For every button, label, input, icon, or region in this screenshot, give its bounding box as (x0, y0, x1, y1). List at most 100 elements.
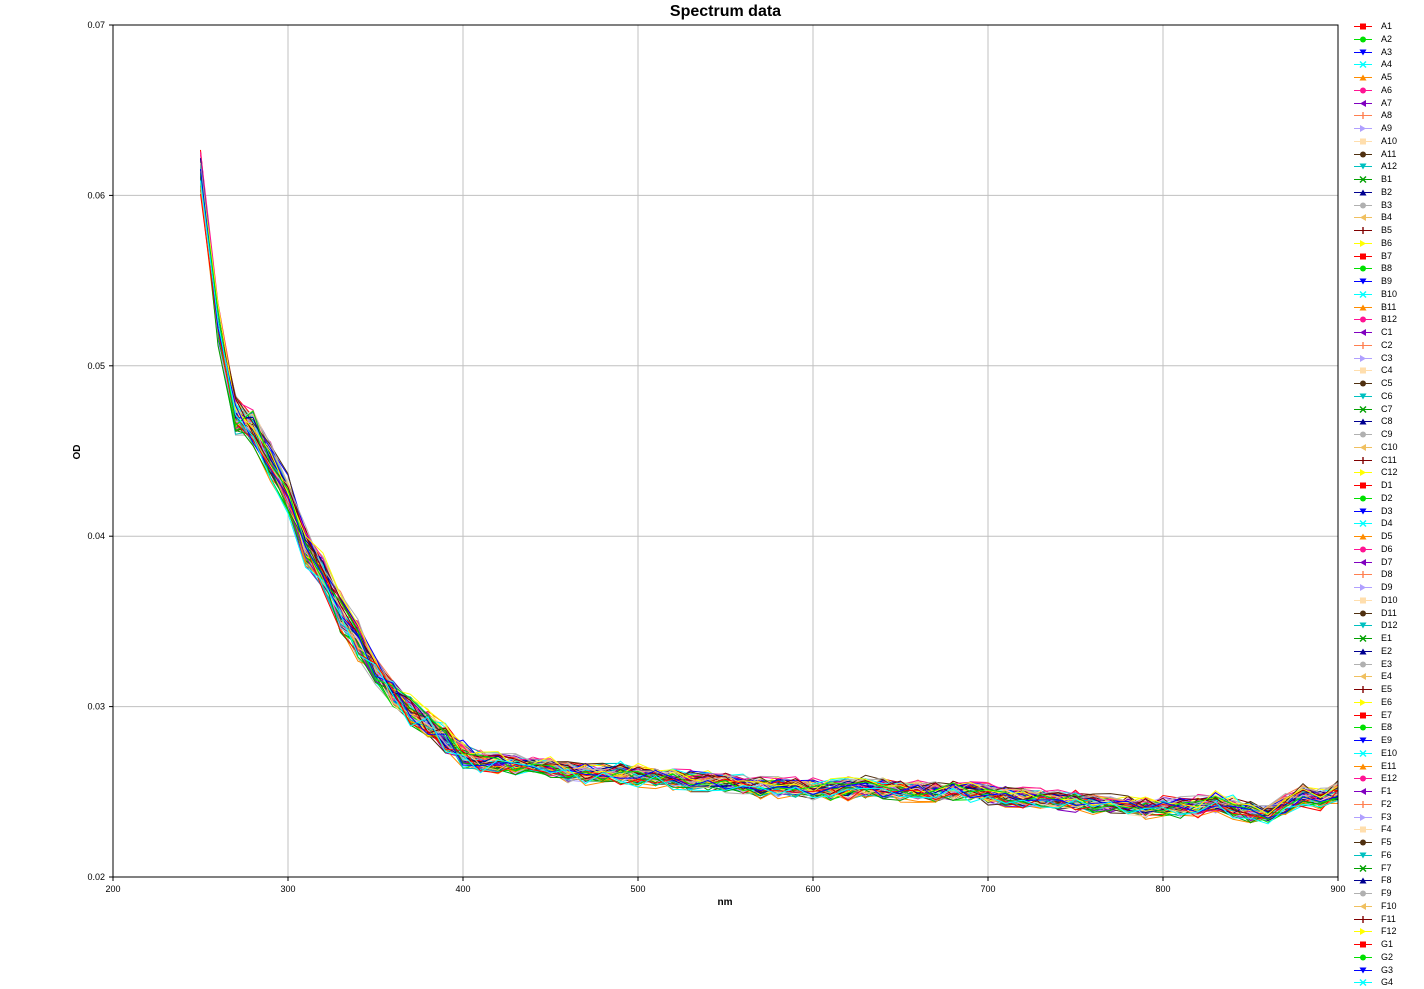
series-line-E2 (200, 176, 1339, 816)
legend-label: A6 (1381, 84, 1393, 95)
legend-label: A2 (1381, 33, 1393, 44)
legend-label: C7 (1381, 403, 1393, 414)
legend-item: E3 (1348, 658, 1424, 671)
series-line-A6 (200, 175, 1339, 818)
series-line-D6 (200, 176, 1339, 818)
series-line-F10 (200, 182, 1339, 820)
legend-marker (1354, 74, 1372, 81)
legend-label: F1 (1381, 786, 1392, 796)
series-line-B6 (200, 160, 1339, 820)
series-line-E1 (200, 162, 1339, 815)
legend-item: A6 (1348, 84, 1424, 97)
legend-label: D1 (1381, 480, 1393, 490)
legend-label: B6 (1381, 237, 1393, 248)
y-tick-label: 0.03 (87, 702, 105, 712)
legend-marker (1354, 597, 1372, 604)
legend-marker (1354, 354, 1372, 362)
legend-label: D4 (1381, 518, 1393, 529)
x-tick-label: 900 (1330, 884, 1345, 894)
legend-item: F11 (1348, 913, 1424, 926)
series-line-E7 (200, 165, 1339, 816)
y-axis-title: OD (72, 445, 83, 460)
series-line-A9 (200, 169, 1339, 823)
legend-label: A3 (1381, 46, 1393, 57)
y-tick-label: 0.04 (87, 531, 105, 541)
legend-label: E12 (1381, 773, 1398, 784)
legend-marker (1354, 622, 1372, 629)
legend-item: B6 (1348, 237, 1424, 250)
legend-marker (1354, 813, 1372, 821)
series-line-C12 (200, 169, 1339, 816)
series-line-B3 (200, 171, 1339, 822)
legend-marker (1354, 902, 1372, 910)
legend-label: F3 (1381, 811, 1392, 822)
x-tick-label: 600 (805, 884, 820, 894)
series-line-D1 (200, 176, 1339, 817)
legend-item: C9 (1348, 428, 1424, 441)
x-tick-label: 500 (630, 884, 645, 894)
legend-label: C6 (1381, 390, 1393, 401)
legend-item: B9 (1348, 275, 1424, 288)
legend-item: B4 (1348, 211, 1424, 224)
legend-item: C3 (1348, 352, 1424, 365)
legend-item: B10 (1348, 288, 1424, 301)
legend-label: D11 (1381, 607, 1397, 618)
legend-label: E2 (1381, 645, 1393, 656)
legend-item: A11 (1348, 148, 1424, 161)
legend-marker (1354, 941, 1372, 948)
series-line-F8 (200, 158, 1339, 814)
legend-label: F10 (1381, 900, 1397, 911)
legend-marker (1354, 61, 1372, 69)
legend-marker (1354, 546, 1372, 553)
legend-label: E11 (1381, 760, 1397, 771)
legend-marker (1354, 214, 1372, 222)
legend-item: E9 (1348, 734, 1424, 747)
legend-item: A5 (1348, 71, 1424, 84)
series-line-C3 (200, 166, 1339, 820)
series-line-D2 (200, 176, 1339, 823)
series-line-E8 (200, 165, 1339, 823)
legend-label: E10 (1381, 747, 1398, 758)
legend-item: E2 (1348, 645, 1424, 658)
legend-label: D10 (1381, 594, 1398, 605)
legend-label: A5 (1381, 72, 1393, 82)
legend-marker (1354, 520, 1372, 528)
legend-item: C6 (1348, 390, 1424, 403)
series-line-C10 (200, 158, 1339, 815)
series-line-A1 (200, 171, 1339, 817)
legend-item: E10 (1348, 747, 1424, 760)
legend-marker (1354, 227, 1372, 234)
legend-label: C9 (1381, 429, 1393, 439)
y-tick-label: 0.07 (87, 20, 105, 30)
chart-title: Spectrum data (669, 3, 782, 20)
legend-item: B2 (1348, 186, 1424, 199)
legend-marker (1354, 87, 1372, 94)
legend-item: G3 (1348, 964, 1424, 977)
legend-marker (1354, 508, 1372, 514)
legend-marker (1354, 482, 1372, 489)
x-tick-label: 800 (1155, 884, 1170, 894)
x-tick-label: 200 (105, 884, 120, 894)
legend-marker (1354, 23, 1372, 30)
legend-label: F5 (1381, 837, 1392, 847)
legend-marker (1354, 698, 1372, 706)
legend-label: A9 (1381, 123, 1393, 133)
legend-marker (1354, 763, 1372, 769)
legend-item: D1 (1348, 479, 1424, 492)
legend-marker (1354, 290, 1372, 298)
legend-marker (1354, 163, 1372, 170)
series-line-E6 (200, 163, 1339, 816)
series-line-C6 (200, 169, 1339, 815)
legend-label: C4 (1381, 365, 1393, 376)
legend-item: D3 (1348, 505, 1424, 518)
series-line-B12 (200, 154, 1339, 813)
legend-label: E1 (1381, 633, 1393, 643)
legend-label: G2 (1381, 951, 1394, 962)
legend-marker (1354, 99, 1372, 107)
legend-marker (1354, 928, 1372, 936)
legend-marker (1354, 852, 1372, 859)
legend-marker (1354, 189, 1372, 196)
legend-label: C12 (1381, 467, 1398, 478)
legend-item: E6 (1348, 696, 1424, 709)
legend-item: F6 (1348, 849, 1424, 862)
